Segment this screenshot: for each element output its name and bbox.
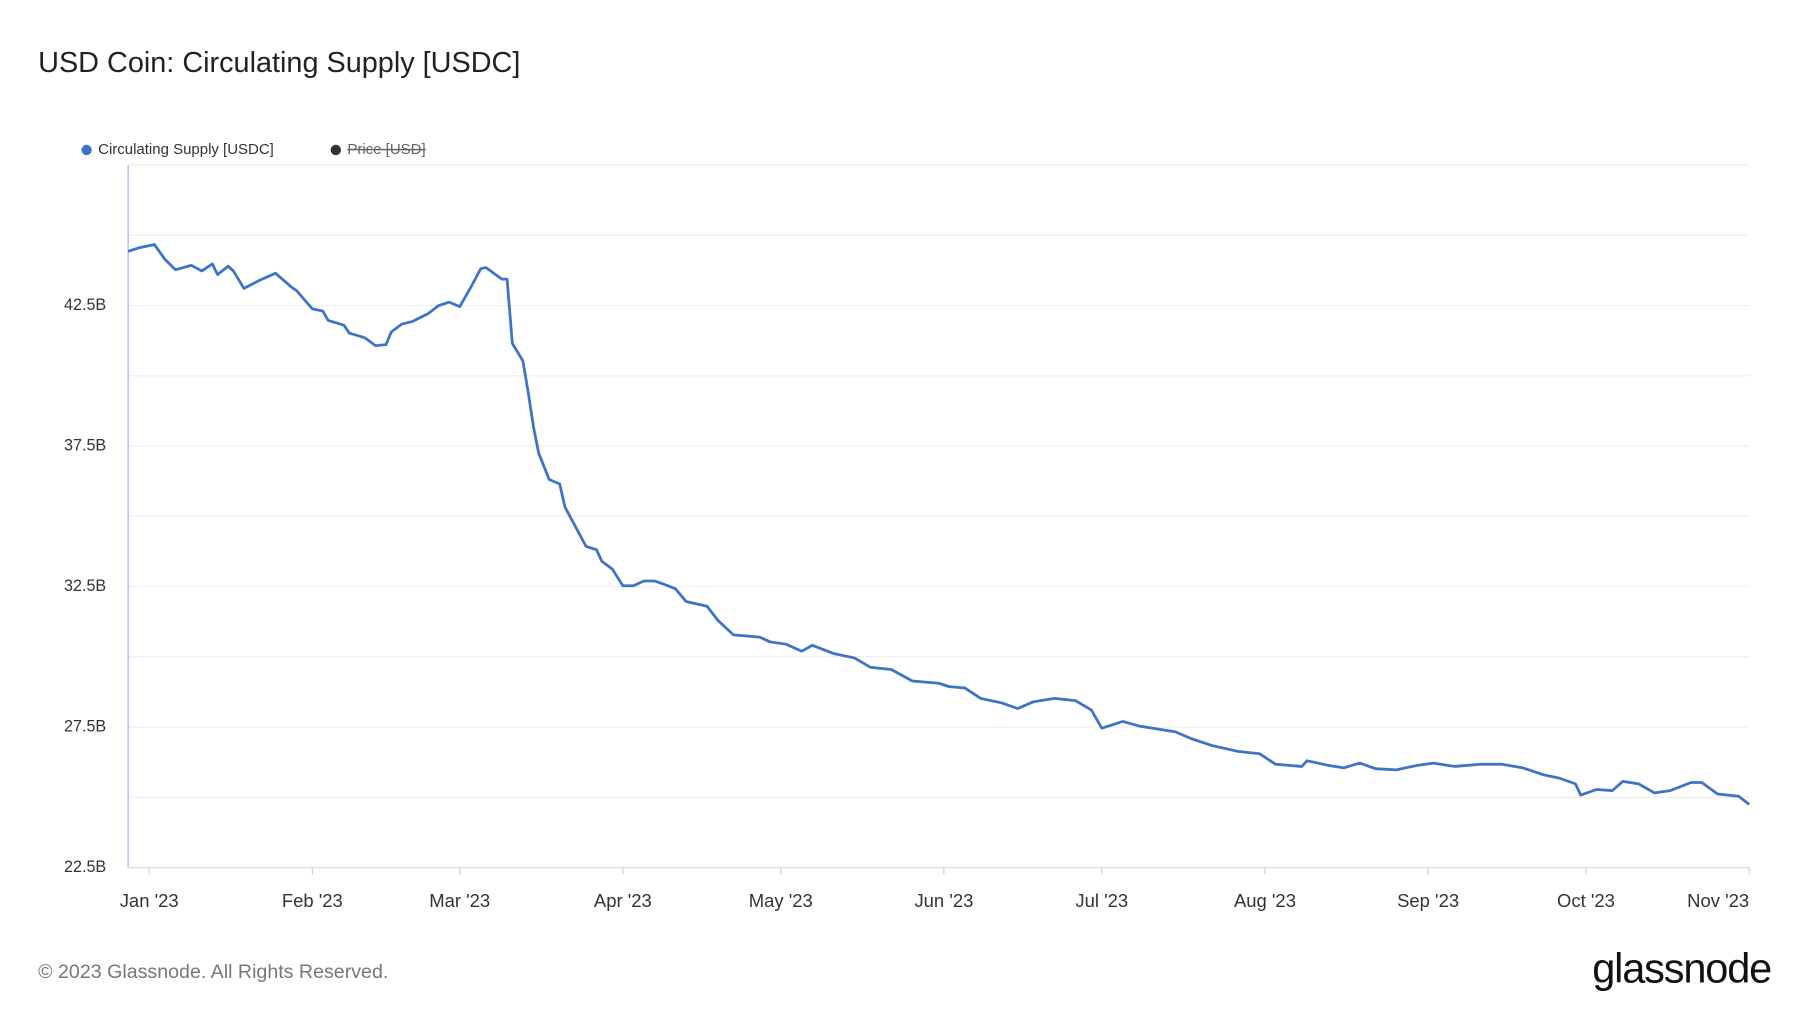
brand-logo: glassnode xyxy=(1592,944,1771,991)
y-tick-label: 42.5B xyxy=(64,296,106,314)
y-tick-label: 37.5B xyxy=(64,436,106,454)
x-tick-label: Jun '23 xyxy=(914,890,973,911)
chart-title: USD Coin: Circulating Supply [USDC] xyxy=(38,47,520,79)
x-tick-label: Sep '23 xyxy=(1397,890,1459,911)
y-tick-label: 22.5B xyxy=(64,858,106,876)
legend-label[interactable]: Price [USD] xyxy=(347,141,425,158)
x-tick-label: Aug '23 xyxy=(1234,890,1296,911)
x-tick-label: Nov '23 xyxy=(1687,890,1749,911)
x-tick-label: Feb '23 xyxy=(282,890,343,911)
series-line xyxy=(127,243,1751,806)
y-tick-label: 27.5B xyxy=(64,717,106,735)
x-tick-label: Apr '23 xyxy=(594,890,652,911)
x-tick-label: Oct '23 xyxy=(1557,890,1615,911)
x-tick-label: Mar '23 xyxy=(429,890,490,911)
legend-label[interactable]: Circulating Supply [USDC] xyxy=(98,141,274,158)
footer: © 2023 Glassnode. All Rights Reserved. xyxy=(38,961,388,983)
legend-marker xyxy=(81,144,92,156)
x-tick-label: Jul '23 xyxy=(1075,890,1128,911)
y-tick-label: 32.5B xyxy=(64,577,106,595)
legend-marker xyxy=(330,144,342,156)
x-tick-label: May '23 xyxy=(749,890,813,911)
x-tick-label: Jan '23 xyxy=(120,890,179,911)
